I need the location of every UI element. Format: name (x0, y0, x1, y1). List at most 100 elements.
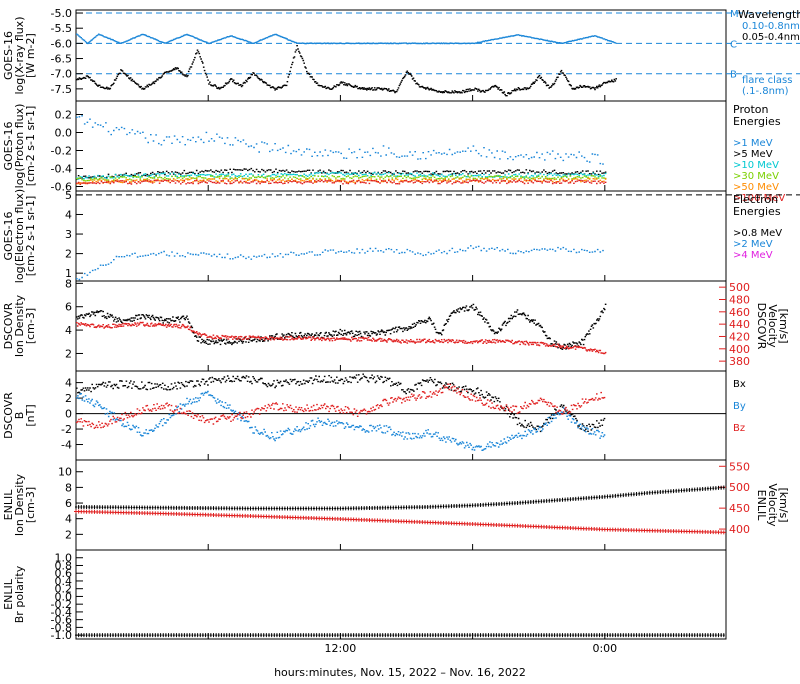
y-tick-label: 2 (65, 248, 72, 261)
series-by (76, 390, 606, 451)
y2-axis-label: [km/s] (777, 487, 790, 522)
y-tick-label: 8 (65, 277, 72, 290)
series-polarity (75, 633, 725, 638)
y-tick-label: -0.6 (51, 181, 72, 194)
legend-entry: Bz (733, 423, 745, 434)
y-axis-label: DSCOVR (2, 302, 15, 349)
y-tick-label: -5.0 (51, 7, 72, 20)
y-tick-label: -0.4 (51, 163, 72, 176)
flare-class-note: flare class (742, 75, 792, 86)
flare-class-label: C (730, 39, 737, 50)
y-axis-label: [nT] (24, 404, 37, 426)
y2-tick-label: 380 (729, 355, 750, 368)
legend-title: Energies (733, 205, 781, 218)
y-tick-label: -7.5 (51, 83, 72, 96)
panel-dscovr-plasma: 2468380400420440460480500DSCOVRVelocity[… (2, 277, 790, 372)
y-tick-label: 2 (65, 347, 72, 360)
y2-tick-label: 500 (729, 281, 750, 294)
y-tick-label: 2 (65, 528, 72, 541)
panel-enlil-plasma: 246810400450500550ENLILVelocity[km/s]ENL… (2, 459, 790, 551)
y-axis-label: [cm-2 s-1 sr-1] (24, 106, 37, 187)
x-tick-label: 12:00 (325, 642, 357, 655)
y-tick-label: 4 (65, 324, 72, 337)
series-bz (76, 383, 606, 429)
y-tick-label: 0.8 (55, 559, 73, 572)
y-axis-label: DSCOVR (2, 392, 15, 439)
y2-tick-label: 450 (729, 502, 750, 515)
y-axis-label: [cm-3] (24, 308, 37, 344)
velocity-points (76, 321, 607, 355)
bz-points (76, 383, 606, 429)
y-axis-label: log(Proton flux) (13, 104, 26, 189)
y-axis-label: [cm-3] (24, 487, 37, 523)
y2-tick-label: 460 (729, 306, 750, 319)
legend-entry: 0.05-0.4nm (742, 32, 800, 43)
legend-entry: >30 MeV (733, 171, 779, 182)
-2-mev-points (76, 245, 604, 281)
y-tick-label: -0.4 (51, 606, 72, 619)
y-axis-label: GOES-16 (2, 211, 15, 260)
bx-points (76, 373, 606, 433)
0-05-0-4nm-points (76, 45, 617, 97)
legend-title: Wavelength (738, 8, 800, 21)
y2-tick-label: 480 (729, 293, 750, 306)
y-axis-label: Br polarity (13, 565, 26, 623)
series-bx (76, 373, 606, 433)
flare-class-note: (.1-.8nm) (742, 86, 789, 97)
series-0-10-0-8nm (76, 33, 617, 45)
y2-tick-label: 400 (729, 523, 750, 536)
panel-frame (75, 549, 727, 640)
y-tick-label: -0.2 (51, 145, 72, 158)
y-axis-label: [W m-2] (24, 33, 37, 78)
y-tick-label: -4 (61, 439, 72, 452)
y-tick-label: 0 (65, 408, 72, 421)
y-tick-label: 4 (65, 208, 72, 221)
series--30-mev (76, 175, 607, 182)
y-tick-label: 0.4 (55, 575, 73, 588)
panel-goes-xray: B C M -7.5 -7.0 -6.5 -6.0 -5.5 -5.0 GOES-16log(X-… (2, 7, 800, 102)
y-tick-label: 1 (65, 267, 72, 280)
-1-mev-points (76, 115, 604, 165)
y-tick-label: 0.2 (55, 109, 73, 122)
panel-frame (75, 280, 727, 372)
y2-tick-label: 400 (729, 343, 750, 356)
x-axis-label: hours:minutes, Nov. 15, 2022 – Nov. 16, … (274, 666, 526, 679)
y-tick-label: 4 (65, 377, 72, 390)
y-tick-label: 4 (65, 513, 72, 526)
-30-mev-points (76, 175, 607, 182)
series-density (76, 303, 607, 350)
y-tick-label: 6 (65, 497, 72, 510)
y-tick-label: 2 (65, 392, 72, 405)
legend-entry: >50 MeV (733, 182, 779, 193)
y-tick-label: 1.0 (55, 552, 73, 565)
legend-entry: Bx (733, 379, 746, 390)
velocity-trace (74, 509, 726, 535)
legend-entry: >2 MeV (733, 239, 773, 250)
y-tick-label: -6.5 (51, 53, 72, 66)
panel-frame (75, 459, 727, 551)
y-axis-label: B (13, 412, 26, 420)
y-axis-label: [cm-2 s-1 sr-1] (24, 196, 37, 277)
y-axis-label: GOES-16 (2, 31, 15, 80)
y-axis-label: log(Electron flux) (13, 189, 26, 283)
legend-title: Electron (733, 193, 778, 206)
legend-entry: >1 MeV (733, 138, 773, 149)
legend-entry: >100 MeV (733, 193, 785, 204)
y-tick-label: -2 (61, 423, 72, 436)
density-trace (75, 485, 725, 511)
panel-frame (75, 9, 727, 102)
series-0-05-0-4nm (76, 45, 617, 97)
y-tick-label: 6 (65, 301, 72, 314)
panel-frame (75, 100, 727, 192)
y-tick-label: 10 (58, 466, 72, 479)
y2-tick-label: 500 (729, 481, 750, 494)
by-points (76, 390, 606, 451)
series-velocity (74, 509, 726, 535)
series-density (75, 485, 725, 511)
y-axis-label: ENLIL (2, 578, 15, 610)
y-tick-label: 0.0 (55, 590, 73, 603)
